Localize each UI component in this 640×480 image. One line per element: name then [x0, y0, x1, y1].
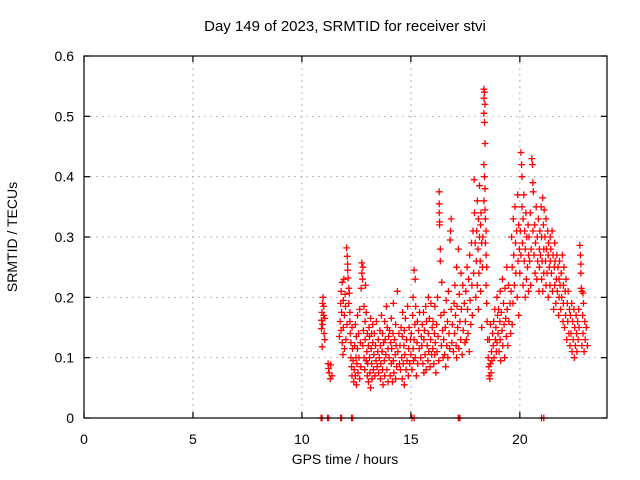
- data-points: [317, 85, 591, 422]
- y-tick-label: 0.3: [55, 229, 75, 245]
- x-tick-label: 15: [403, 431, 419, 447]
- y-tick-label: 0.2: [55, 289, 75, 305]
- y-tick-label: 0: [66, 410, 74, 426]
- x-tick-label: 0: [80, 431, 88, 447]
- gridlines: [84, 56, 607, 418]
- y-axis-label: SRMTID / TECUs: [4, 182, 20, 292]
- y-tick-label: 0.5: [55, 108, 75, 124]
- scatter-plus-markers: [317, 85, 591, 422]
- x-tick-label: 10: [294, 431, 310, 447]
- x-tick-label: 20: [512, 431, 528, 447]
- y-tick-label: 0.1: [55, 350, 75, 366]
- tick-labels: 0 5 10 15 20 0 0.1 0.2 0.3 0.4 0.5 0.6: [55, 48, 528, 447]
- axes: [83, 55, 608, 419]
- chart-title: Day 149 of 2023, SRMTID for receiver stv…: [204, 18, 486, 35]
- y-tick-label: 0.6: [55, 48, 75, 64]
- y-tick-label: 0.4: [55, 169, 75, 185]
- x-tick-label: 5: [189, 431, 197, 447]
- x-axis-label: GPS time / hours: [292, 451, 399, 467]
